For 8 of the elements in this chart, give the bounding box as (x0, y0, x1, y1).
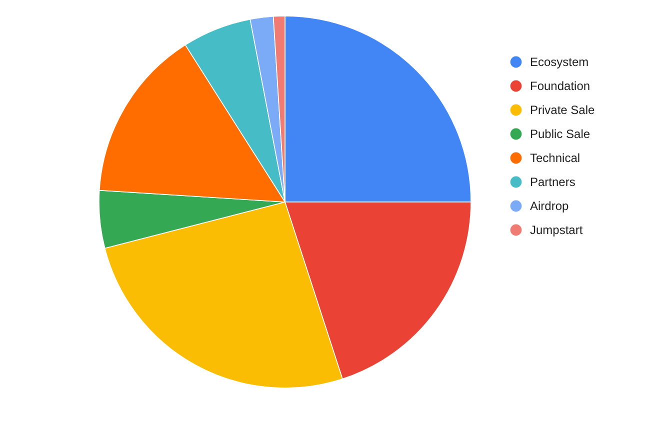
legend-label: Jumpstart (530, 223, 584, 237)
legend-label: Ecosystem (530, 55, 589, 69)
legend-label: Technical (530, 151, 580, 165)
legend-label: Partners (530, 175, 576, 189)
legend-label: Foundation (530, 79, 590, 93)
legend-label: Airdrop (530, 199, 570, 213)
legend-label: Private Sale (530, 103, 596, 117)
legend-label: Public Sale (530, 127, 590, 141)
